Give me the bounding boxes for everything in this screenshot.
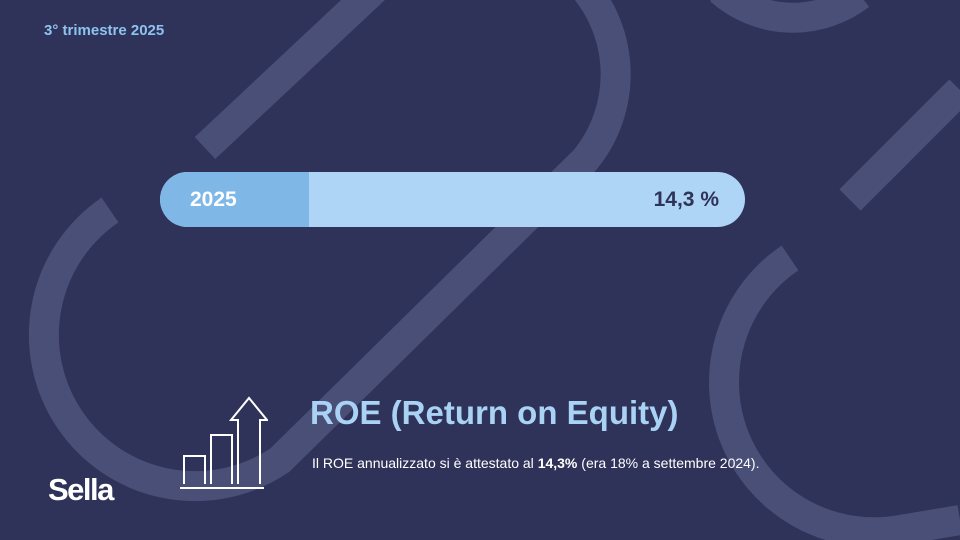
roe-bar: 2025 14,3 % — [160, 172, 745, 227]
bar-year-label: 2025 — [190, 188, 237, 211]
kpi-description: Il ROE annualizzato si è attestato al 14… — [312, 455, 760, 471]
sella-logo: Sella — [48, 472, 114, 507]
bar-year-segment — [160, 172, 309, 227]
kpi-desc-suffix: (era 18% a settembre 2024). — [577, 455, 760, 471]
deco-line-right — [839, 79, 960, 211]
kpi-title: ROE (Return on Equity) — [310, 394, 679, 431]
deco-arc-top — [28, 0, 631, 502]
deco-arc-right — [709, 245, 960, 540]
growth-chart-icon — [180, 396, 268, 489]
bar-value-label: 14,3 % — [653, 188, 719, 211]
deco-arc-top-right — [710, 0, 870, 33]
kpi-desc-prefix: Il ROE annualizzato si è attestato al — [312, 455, 538, 471]
period-label: 3° trimestre 2025 — [44, 22, 165, 39]
kpi-desc-value: 14,3% — [537, 455, 578, 471]
